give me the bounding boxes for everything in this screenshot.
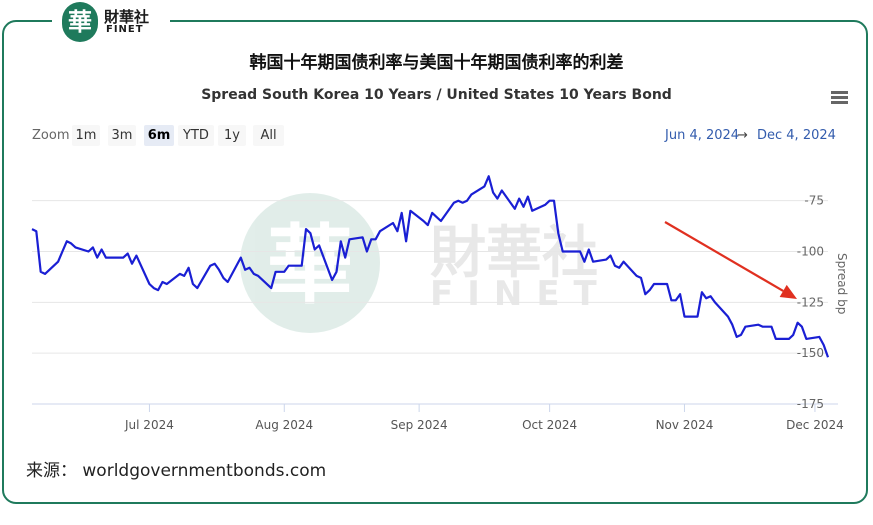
zoom-button-1m[interactable]: 1m	[72, 125, 100, 146]
source-caption: 来源： worldgovernmentbonds.com	[26, 461, 327, 481]
zoom-button-6m[interactable]: 6m	[144, 125, 174, 146]
finet-watermark: 華 財華社 FINET	[240, 193, 611, 333]
x-axis: Jul 2024 Aug 2024 Sep 2024 Oct 2024 Nov 2024…	[32, 403, 844, 432]
watermark-badge-text: 華	[267, 215, 353, 316]
trend-arrow-head	[779, 284, 797, 299]
menu-bar	[831, 96, 848, 99]
x-tick-label: Sep 2024	[391, 418, 448, 432]
menu-bar	[831, 91, 848, 94]
series-line	[31, 175, 830, 358]
brand-name-cn: 財華社	[104, 8, 150, 26]
hamburger-menu-icon[interactable]	[831, 91, 848, 105]
trend-arrow-shaft	[664, 221, 784, 292]
y-axis-label: Spread bp	[835, 253, 849, 314]
watermark-badge	[240, 193, 380, 333]
y-tick-label: -75	[804, 194, 824, 208]
y-tick-label: -100	[797, 245, 824, 259]
watermark-name-en: FINET	[430, 274, 611, 314]
zoom-button-ytd[interactable]: YTD	[178, 125, 214, 146]
y-tick-label: -150	[797, 346, 824, 360]
zoom-label: Zoom	[32, 128, 70, 143]
chart-frame	[2, 20, 868, 504]
y-tick-label: -175	[797, 397, 824, 411]
brand-name-en: FINET	[106, 24, 144, 35]
range-to-input[interactable]: Dec 4, 2024	[757, 128, 836, 143]
zoom-button-1y[interactable]: 1y	[218, 125, 246, 146]
x-tick-label: Dec 2024	[786, 418, 844, 432]
brand-logo-badge: 華	[62, 2, 98, 42]
x-tick-label: Aug 2024	[255, 418, 313, 432]
x-tick-label: Jul 2024	[124, 418, 174, 432]
y-tick-label: -125	[797, 295, 824, 309]
zoom-button-all[interactable]: All	[253, 125, 284, 146]
menu-bar	[831, 101, 848, 104]
range-arrow: →	[737, 128, 748, 143]
range-from-input[interactable]: Jun 4, 2024	[665, 128, 740, 143]
x-tick-label: Oct 2024	[522, 418, 577, 432]
watermark-name-cn: 財華社	[430, 221, 598, 286]
chart-subtitle: Spread South Korea 10 Years / United Sta…	[201, 87, 672, 103]
zoom-button-3m[interactable]: 3m	[108, 125, 136, 146]
trend-arrow-annotation	[664, 221, 797, 299]
page-title: 韩国十年期国债利率与美国十年期国债利率的利差	[249, 53, 624, 73]
y-axis: -75 -100 -125 -150 -175	[797, 194, 824, 411]
x-tick-label: Nov 2024	[656, 418, 714, 432]
